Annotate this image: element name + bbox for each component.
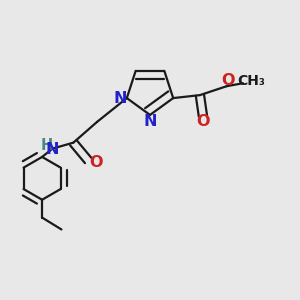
Text: O: O [196,114,209,129]
Text: N: N [143,114,157,129]
Text: CH₃: CH₃ [237,74,265,88]
Text: H: H [40,138,53,153]
Text: N: N [113,91,127,106]
Text: O: O [89,155,102,170]
Text: O: O [221,73,234,88]
Text: N: N [46,142,59,157]
